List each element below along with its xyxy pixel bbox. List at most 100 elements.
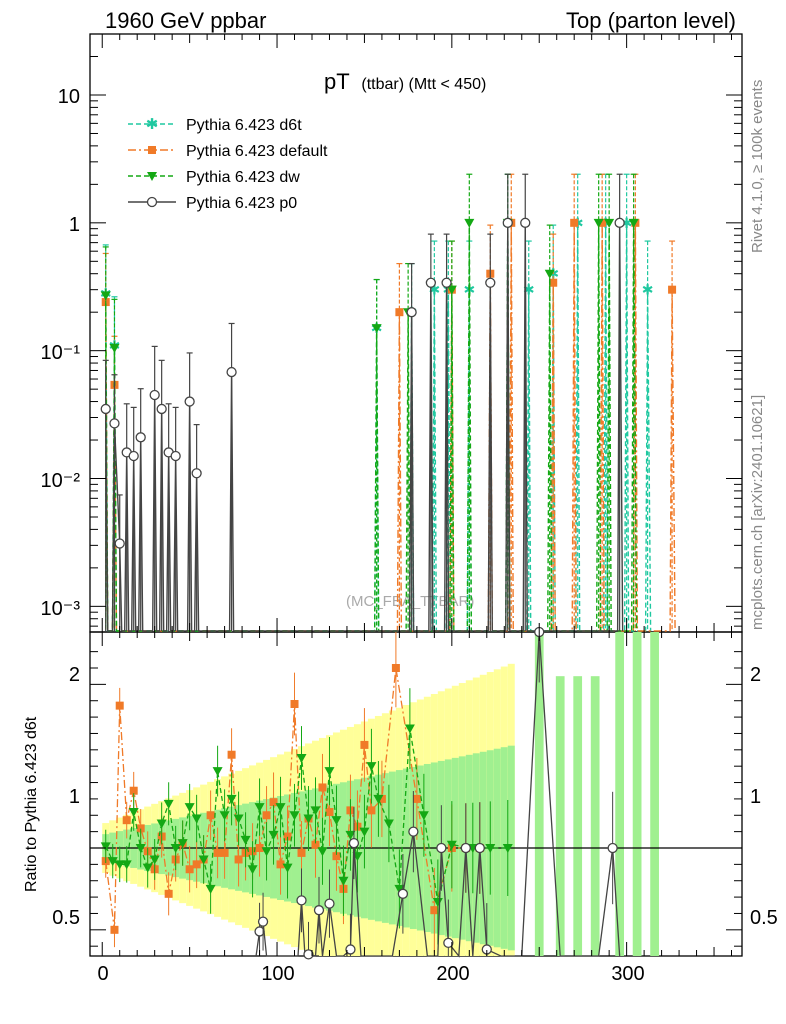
ytick-0.01: 10⁻² (41, 470, 81, 492)
ratio-point-0-38 (367, 806, 376, 815)
ratio-point-1-40 (383, 819, 394, 829)
header-right: Top (parton level) (566, 8, 736, 33)
rtick-1-right: 1 (750, 786, 761, 808)
ratio-point-2-9 (313, 905, 325, 916)
ratio-point-2-5 (296, 895, 307, 906)
data-point-3-7 (156, 403, 167, 415)
data-point-0-12: ✱ (621, 215, 633, 231)
band-green (615, 632, 625, 956)
ratio-point-1-12 (184, 803, 195, 813)
legend-entry-default: Pythia 6.423 default (128, 143, 328, 160)
ratio-point-1-14 (198, 855, 209, 865)
ratio-point-1-30 (310, 806, 321, 816)
data-point-3-17 (502, 217, 513, 228)
ratio-point-0-25 (276, 860, 285, 869)
band-green (632, 632, 642, 956)
legend-marker-triangle (147, 172, 157, 181)
data-point-3-11 (191, 468, 202, 479)
ratio-point-0-9 (164, 889, 173, 898)
xtick-0: 0 (97, 963, 108, 985)
mcplots-label: mcplots.cern.ch [arXiv:2401.10621] (749, 395, 766, 630)
data-point-3-6 (149, 389, 160, 401)
xtick-200: 200 (436, 963, 469, 985)
ratio-point-0-19 (234, 855, 243, 864)
ratio-point-1-47 (485, 844, 496, 853)
ratio-point-0-15 (206, 811, 215, 820)
ytick-10: 10 (58, 86, 80, 108)
ratio-point-0-22 (255, 844, 264, 852)
data-point-3-13 (406, 307, 417, 318)
ratio-point-1-34 (338, 876, 349, 886)
ratio-point-1-4 (128, 808, 139, 817)
ratio-point-1-3 (121, 860, 132, 870)
ratio-point-0-40 (391, 664, 400, 672)
ratio-point-1-45 (446, 840, 457, 850)
data-point-3-9 (170, 450, 181, 462)
rtick-2-left: 2 (69, 664, 80, 686)
ratio-point-1-29 (303, 814, 314, 824)
ratio-point-1-15 (205, 884, 216, 894)
series-line-1 (105, 222, 676, 632)
ytick-1: 1 (69, 214, 80, 236)
ratio-point-2-11 (324, 898, 335, 909)
data-point-3-5 (135, 432, 146, 443)
ratio-point-2-25 (436, 842, 447, 854)
ratio-point-1-32 (324, 767, 335, 777)
legend-marker-circle (146, 196, 158, 208)
plot-title-main: pT (324, 69, 349, 94)
ratio-point-1-27 (289, 811, 300, 821)
ratio-point-1-35 (345, 830, 356, 840)
ratio-point-1-41 (394, 884, 405, 894)
data-point-3-12 (226, 366, 237, 378)
data-point-1-10 (668, 285, 677, 294)
data-point-1-2 (395, 308, 404, 317)
ratio-point-1-2 (114, 860, 125, 870)
ratio-point-0-23 (262, 811, 271, 820)
ratio-point-1-9 (163, 799, 174, 809)
plot-title-sub: (ttbar) (Mtt < 450) (361, 76, 486, 93)
ratio-point-1-18 (226, 794, 237, 804)
data-point-2-1 (109, 343, 120, 353)
ratio-point-2-22 (408, 826, 419, 837)
ratio-point-2-15 (348, 837, 360, 849)
data-point-3-1 (109, 418, 120, 429)
ratio-point-1-8 (156, 819, 167, 829)
rivet-version-label: Rivet 4.1.0, ≥ 100k events (749, 80, 766, 253)
ratio-point-1-44 (432, 898, 443, 907)
axis-ticks (90, 33, 742, 956)
data-point-3-14 (425, 277, 437, 288)
data-point-3-15 (441, 277, 452, 288)
data-point-1-6 (549, 278, 558, 287)
ratio-point-1-42 (404, 724, 415, 734)
ratio-plot-area (90, 626, 742, 960)
ratio-point-0-33 (332, 852, 341, 861)
ratio-point-1-25 (275, 803, 286, 813)
ratio-point-1-37 (359, 827, 370, 837)
ratio-point-1-33 (331, 816, 342, 826)
data-point-1-7 (570, 218, 579, 227)
data-point-2-2 (371, 324, 382, 334)
legend-marker-square (148, 146, 156, 154)
ratio-point-0-32 (325, 808, 334, 816)
ratio-point-1-26 (282, 863, 293, 873)
ratio-point-1-5 (135, 844, 146, 853)
ratio-point-2-30 (474, 842, 485, 854)
ratio-point-0-12 (185, 865, 194, 874)
ratio-point-0-16 (213, 848, 222, 857)
series-line-0 (105, 222, 652, 632)
ratio-point-0-18 (227, 750, 236, 759)
data-point-1-8 (598, 218, 607, 227)
ratio-point-0-3 (122, 816, 131, 825)
ratio-point-0-28 (297, 848, 306, 857)
ratio-point-0-31 (318, 783, 327, 792)
band-green (555, 676, 565, 956)
data-point-2-7 (544, 269, 555, 279)
ratio-point-0-30 (311, 840, 320, 849)
rtick-0.5-right: 0.5 (750, 907, 778, 929)
main-plot-area: ✱✱✱✱✱✱✱✱✱✱✱✱✱✱ (100, 173, 677, 632)
ratio-point-0-26 (283, 832, 292, 841)
ratio-point-0-1 (110, 925, 119, 934)
ratio-uncertainty-bands (102, 632, 659, 956)
ratio-point-0-4 (129, 786, 138, 795)
